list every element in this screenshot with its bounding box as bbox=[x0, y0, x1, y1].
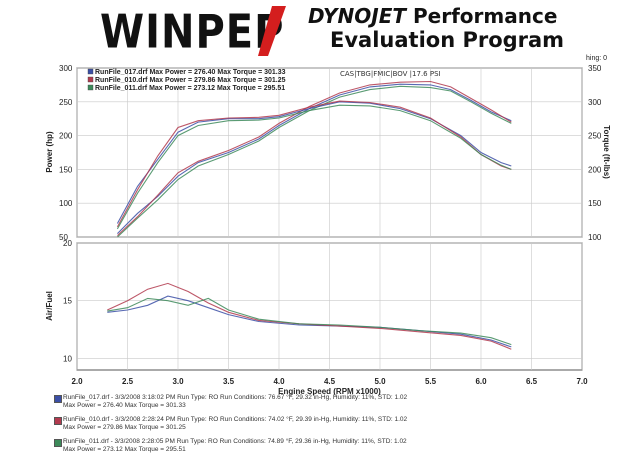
power-y-tick-label: 300 bbox=[59, 64, 73, 73]
power-torque-series-line bbox=[117, 85, 512, 238]
x-tick-label: 4.5 bbox=[324, 377, 336, 386]
x-tick-label: 5.5 bbox=[425, 377, 437, 386]
program-subtitle: Evaluation Program bbox=[330, 28, 565, 52]
run-info-entry: RunFile_011.drf - 3/3/2008 2:28:05 PM Ru… bbox=[54, 438, 614, 460]
legend-swatch bbox=[87, 68, 94, 75]
legend-swatch bbox=[87, 76, 94, 83]
x-tick-label: 6.5 bbox=[526, 377, 538, 386]
power-torque-series-line bbox=[116, 101, 512, 224]
legend-swatch bbox=[87, 84, 94, 91]
power-torque-series-line bbox=[117, 80, 512, 237]
torque-y-tick-label: 300 bbox=[588, 98, 602, 107]
air-fuel-y-tick-label: 10 bbox=[63, 354, 72, 363]
air-fuel-series-line bbox=[107, 297, 512, 346]
torque-y-tick-label: 200 bbox=[588, 165, 602, 174]
x-tick-label: 2.5 bbox=[122, 377, 134, 386]
run-info-entry: RunFile_010.drf - 3/3/2008 2:28:24 PM Ru… bbox=[54, 416, 614, 438]
x-tick-label: 6.0 bbox=[475, 377, 487, 386]
power-y-tick-label: 100 bbox=[59, 199, 73, 208]
run-info-entry: RunFile_017.drf - 3/3/2008 3:18:02 PM Ru… bbox=[54, 394, 614, 416]
run-color-swatch bbox=[54, 439, 62, 447]
air-fuel-axis-label: Air/Fuel bbox=[45, 291, 54, 321]
air-fuel-series-line bbox=[107, 295, 512, 348]
corner-label: hing: 0 bbox=[586, 55, 607, 62]
run-color-swatch bbox=[54, 395, 62, 403]
x-tick-label: 3.0 bbox=[172, 377, 184, 386]
power-axis-label: Power (hp) bbox=[45, 131, 54, 173]
air-fuel-y-tick-label: 15 bbox=[63, 297, 72, 306]
air-fuel-y-tick-label: 20 bbox=[63, 239, 72, 248]
x-tick-label: 3.5 bbox=[223, 377, 235, 386]
run-conditions-text: RunFile_017.drf - 3/3/2008 3:18:02 PM Ru… bbox=[63, 394, 408, 401]
torque-y-tick-label: 350 bbox=[588, 64, 602, 73]
dynojet-brand: DYNOJET Performance bbox=[308, 4, 557, 28]
torque-y-tick-label: 250 bbox=[588, 132, 602, 141]
legend-entry: RunFile_011.drf Max Power = 273.12 Max T… bbox=[95, 85, 285, 92]
power-y-tick-label: 50 bbox=[59, 233, 68, 242]
power-y-tick-label: 250 bbox=[59, 98, 73, 107]
run-color-swatch bbox=[54, 417, 62, 425]
run-conditions-text: RunFile_011.drf - 3/3/2008 2:28:05 PM Ru… bbox=[63, 438, 407, 445]
torque-y-tick-label: 150 bbox=[588, 199, 602, 208]
run-conditions-text: RunFile_010.drf - 3/3/2008 2:28:24 PM Ru… bbox=[63, 416, 408, 423]
legend-entry: RunFile_010.drf Max Power = 279.86 Max T… bbox=[95, 77, 286, 84]
run-max-values-text: Max Power = 276.40 Max Torque = 301.33 bbox=[63, 402, 186, 409]
dynojet-brand-name: DYNOJET bbox=[308, 4, 407, 28]
torque-axis-label: Torque (ft-lbs) bbox=[602, 125, 611, 179]
x-tick-label: 7.0 bbox=[576, 377, 588, 386]
winpep-logo: WINPEP bbox=[100, 6, 285, 59]
run-info-footer: RunFile_017.drf - 3/3/2008 3:18:02 PM Ru… bbox=[54, 394, 614, 460]
run-max-values-text: Max Power = 279.86 Max Torque = 301.25 bbox=[63, 424, 186, 431]
x-tick-label: 4.0 bbox=[273, 377, 285, 386]
x-tick-label: 2.0 bbox=[71, 377, 83, 386]
power-torque-series-line bbox=[116, 104, 512, 230]
run-max-values-text: Max Power = 273.12 Max Torque = 295.51 bbox=[63, 446, 186, 453]
header: WINPEP DYNOJET Performance Evaluation Pr… bbox=[0, 0, 640, 62]
x-axis-label: Engine Speed (RPM x1000) bbox=[278, 387, 381, 396]
x-tick-label: 5.0 bbox=[374, 377, 386, 386]
air-fuel-series-line bbox=[107, 282, 512, 350]
power-y-tick-label: 200 bbox=[59, 132, 73, 141]
logo-slash-icon bbox=[258, 6, 286, 56]
torque-y-tick-label: 100 bbox=[588, 233, 602, 242]
power-torque-series-line bbox=[116, 100, 512, 228]
power-y-tick-label: 150 bbox=[59, 165, 73, 174]
dynojet-brand-suffix: Performance bbox=[413, 4, 558, 28]
handwritten-annotation: CAS|TBG|FMIC|BOV |17.6 PSI bbox=[340, 70, 441, 78]
legend-entry: RunFile_017.drf Max Power = 276.40 Max T… bbox=[95, 69, 286, 76]
